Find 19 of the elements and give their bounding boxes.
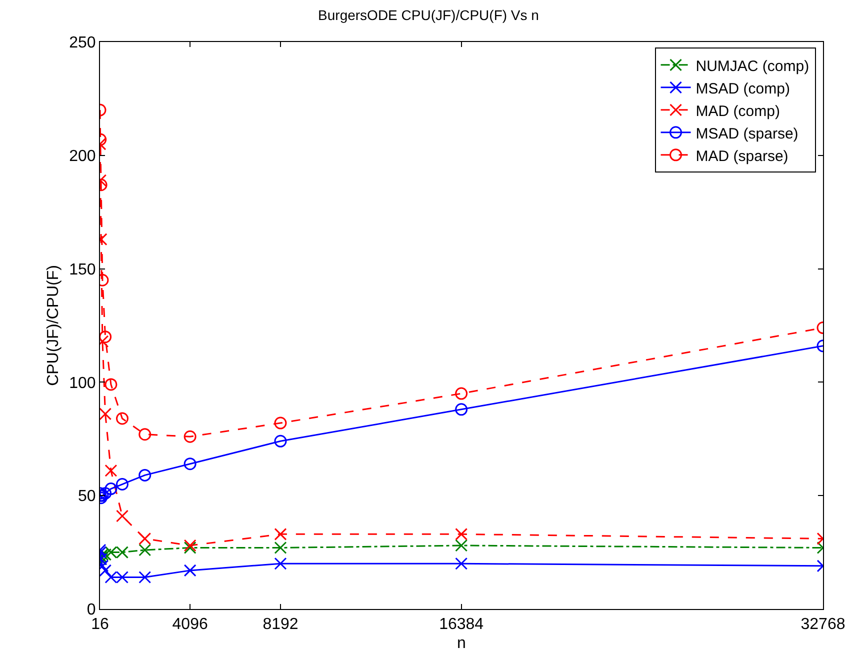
x-tick-label: 16 — [91, 616, 109, 634]
x-tick-label: 16384 — [439, 616, 484, 634]
x-tick-label: 8192 — [262, 616, 298, 634]
y-tick-label: 150 — [69, 261, 96, 278]
y-tick-label: 50 — [78, 488, 96, 506]
y-tick-label: 0 — [86, 602, 96, 619]
x-axis-title: n — [457, 634, 466, 652]
x-tick-label: 32768 — [800, 616, 846, 634]
x-tick-label: 4096 — [172, 616, 208, 634]
y-tick-label: 250 — [69, 34, 96, 52]
legend-label: MAD (comp) — [696, 102, 780, 120]
legend-label: NUMJAC (comp) — [696, 58, 810, 75]
legend-label: MSAD (sparse) — [696, 125, 798, 142]
chart-title: BurgersODE CPU(JF)/CPU(F) Vs n — [318, 6, 539, 23]
legend-label: MAD (sparse) — [696, 148, 788, 165]
legend-label: MSAD (comp) — [696, 80, 790, 98]
y-tick-label: 200 — [69, 148, 96, 165]
y-axis-title: CPU(JF)/CPU(F) — [44, 265, 62, 386]
y-tick-label: 100 — [69, 374, 96, 392]
